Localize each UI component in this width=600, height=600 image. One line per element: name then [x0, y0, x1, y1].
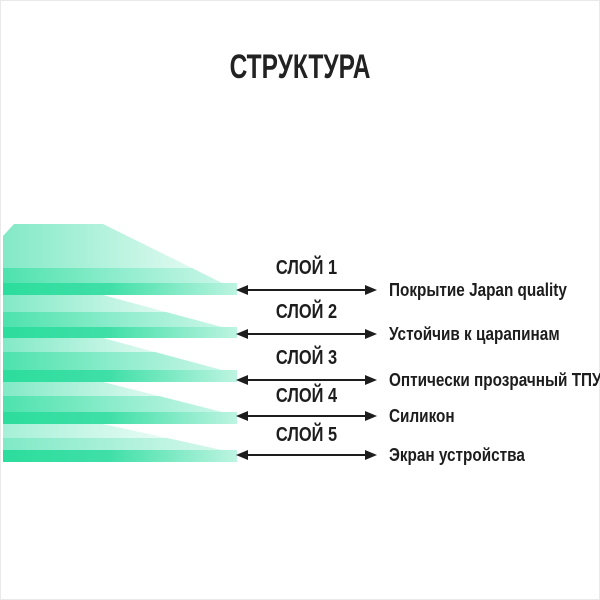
- arrow-shaft: [248, 378, 365, 382]
- arrowhead-right-icon: [365, 450, 377, 460]
- layer-5-front-edge: [3, 450, 237, 462]
- layer-4-top-face: [3, 382, 159, 396]
- layer-4-sheet: [3, 382, 237, 424]
- layer-5-top-face: [3, 424, 167, 438]
- layer-5-label: СЛОЙ 5: [275, 424, 338, 446]
- arrowhead-left-icon: [236, 375, 248, 385]
- layer-1-sheet: [3, 224, 237, 295]
- arrowhead-right-icon: [365, 411, 377, 421]
- double-arrow-icon: [236, 449, 377, 461]
- layer-3-mid-face: [3, 352, 222, 370]
- layer-5-description: Экран устройства: [389, 445, 525, 465]
- layer-2-sheet: [3, 295, 237, 338]
- layer-5-mid-face: [3, 438, 222, 450]
- double-arrow-icon: [236, 374, 377, 386]
- page-title: СТРУКТУРА: [229, 48, 371, 86]
- arrowhead-right-icon: [365, 375, 377, 385]
- arrowhead-left-icon: [236, 411, 248, 421]
- layer-3-front-edge: [3, 370, 237, 382]
- arrowhead-right-icon: [365, 329, 377, 339]
- layer-5-sheet: [3, 424, 237, 462]
- layer-4-description: Силикон: [389, 406, 455, 426]
- arrowhead-left-icon: [236, 329, 248, 339]
- double-arrow-icon: [236, 410, 377, 422]
- arrowhead-left-icon: [236, 285, 248, 295]
- layer-1-mid-face: [3, 268, 222, 283]
- double-arrow-icon: [236, 328, 377, 340]
- arrowhead-right-icon: [365, 285, 377, 295]
- layer-4-label: СЛОЙ 4: [275, 385, 338, 407]
- arrow-shaft: [248, 332, 365, 336]
- arrow-shaft: [248, 288, 365, 292]
- layer-3-description: Оптически прозрачный ТПУ: [389, 370, 600, 390]
- layer-3-label: СЛОЙ 3: [275, 347, 338, 369]
- layer-1-top-face: [3, 224, 192, 268]
- double-arrow-icon: [236, 284, 377, 296]
- arrow-shaft: [248, 453, 365, 457]
- arrowhead-left-icon: [236, 450, 248, 460]
- arrow-shaft: [248, 414, 365, 418]
- layer-2-top-face: [3, 295, 166, 312]
- layer-3-top-face: [3, 338, 155, 352]
- layer-1-front-edge: [3, 283, 237, 295]
- layer-2-front-edge: [3, 327, 237, 338]
- layer-2-description: Устойчив к царапинам: [389, 324, 560, 344]
- layer-1-label: СЛОЙ 1: [275, 257, 338, 279]
- layer-2-label: СЛОЙ 2: [275, 301, 338, 323]
- layer-4-mid-face: [3, 396, 222, 412]
- layer-2-mid-face: [3, 312, 222, 327]
- layer-stack-graphic: [3, 224, 237, 462]
- layer-3-sheet: [3, 338, 237, 382]
- layer-1-description: Покрытие Japan quality: [389, 280, 567, 300]
- layer-4-front-edge: [3, 412, 237, 424]
